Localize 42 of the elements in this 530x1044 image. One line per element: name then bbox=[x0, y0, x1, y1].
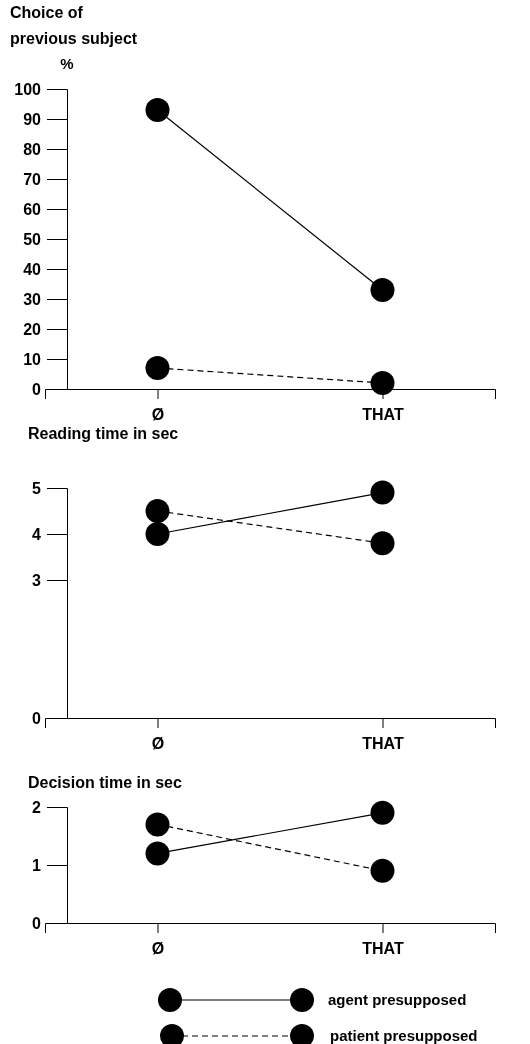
point bbox=[370, 858, 395, 883]
point bbox=[370, 480, 395, 505]
y-tick-label: 80 bbox=[23, 140, 42, 158]
point bbox=[145, 98, 170, 122]
point bbox=[370, 531, 395, 556]
y-tick-label: 70 bbox=[23, 170, 42, 188]
x-tick-label: Ø bbox=[151, 735, 165, 753]
y-tick-label: 0 bbox=[32, 914, 42, 932]
legend-label: agent presupposed bbox=[328, 991, 467, 1008]
y-tick-label: 4 bbox=[32, 525, 42, 543]
point bbox=[370, 800, 395, 825]
chart-title: Decision time in sec bbox=[28, 774, 182, 791]
y-tick-label: 0 bbox=[32, 709, 42, 727]
x-tick-label: Ø bbox=[151, 406, 165, 424]
y-tick-label: 40 bbox=[23, 260, 42, 278]
chart-title: Reading time in sec bbox=[28, 425, 179, 442]
legend-label: patient presupposed bbox=[330, 1027, 478, 1044]
y-tick-label: 1 bbox=[32, 856, 42, 874]
y-tick-label: 20 bbox=[23, 320, 42, 338]
point bbox=[370, 278, 395, 302]
y-tick-label: 5 bbox=[32, 479, 42, 497]
y-tick-label: 50 bbox=[23, 230, 42, 248]
y-tick-label: 90 bbox=[23, 110, 42, 128]
y-tick-label: 10 bbox=[23, 350, 42, 368]
y-axis-title: % bbox=[60, 55, 74, 72]
point bbox=[145, 356, 170, 380]
x-tick-label: THAT bbox=[362, 940, 404, 958]
point bbox=[145, 812, 170, 837]
point bbox=[370, 371, 395, 395]
point bbox=[145, 522, 170, 546]
y-tick-label: 100 bbox=[14, 80, 42, 98]
y-tick-label: 30 bbox=[23, 290, 42, 308]
x-tick-label: THAT bbox=[362, 735, 404, 753]
y-tick-label: 60 bbox=[23, 200, 42, 218]
x-tick-label: THAT bbox=[362, 406, 404, 424]
y-tick-label: 3 bbox=[32, 571, 42, 589]
point bbox=[145, 499, 170, 523]
point bbox=[145, 841, 170, 866]
x-tick-label: Ø bbox=[151, 940, 165, 958]
y-tick-label: 2 bbox=[32, 798, 42, 816]
chart-title: Choice of previous subject bbox=[10, 4, 138, 47]
y-tick-label: 0 bbox=[32, 380, 42, 398]
